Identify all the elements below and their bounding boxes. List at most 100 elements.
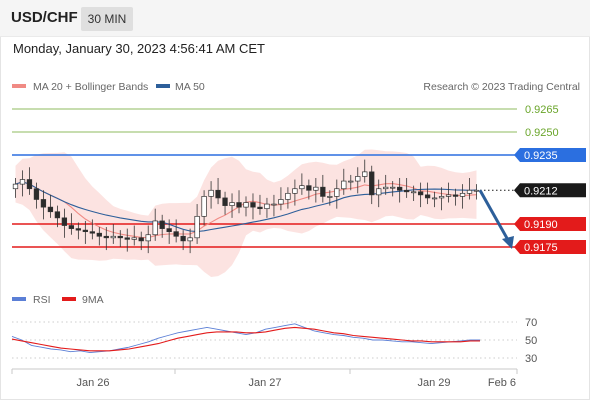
candle [110, 224, 116, 244]
level-tag-last [514, 183, 586, 198]
level-label-target: 0.9250 [525, 127, 559, 139]
candle [292, 179, 298, 206]
x-tick-label: Jan 29 [417, 377, 450, 389]
candle [229, 193, 235, 218]
candle [26, 167, 33, 195]
level-label-last: 0.9212 [524, 185, 558, 197]
candle [334, 179, 340, 209]
x-tick-label: Jan 27 [248, 377, 281, 389]
candle [285, 187, 291, 209]
candle [54, 205, 61, 228]
symbol-title: USD/CHF [11, 9, 78, 26]
candle [180, 230, 186, 251]
candle [417, 182, 424, 208]
legend-ma20-swatch [12, 84, 26, 88]
candle [96, 227, 102, 246]
candle [397, 178, 403, 203]
arrow-shaft [478, 189, 510, 241]
candle [410, 185, 417, 201]
candle [250, 193, 256, 220]
legend-ma50-swatch [156, 84, 170, 88]
candle [313, 178, 319, 203]
candle [376, 179, 382, 208]
rsi-line [11, 323, 480, 354]
candle [320, 174, 326, 203]
candlesticks [12, 159, 480, 254]
candle [222, 191, 228, 215]
x-tick-label: Feb 6 [488, 377, 516, 389]
candle [404, 178, 410, 198]
candle [236, 190, 242, 214]
level-tag-support [514, 217, 586, 231]
candle [466, 178, 473, 200]
candle [341, 168, 347, 195]
candle [459, 184, 466, 209]
candle [424, 182, 431, 205]
rsi-tick-label: 70 [525, 317, 537, 329]
datetime-label: Monday, January 30, 2023 4:56:41 AM CET [13, 41, 265, 56]
candle [445, 182, 452, 203]
legend-ma20-label: MA 20 + Bollinger Bands [33, 81, 148, 93]
candle [19, 170, 26, 197]
candle [348, 174, 354, 191]
level-tag-resistance [514, 148, 586, 162]
candle [103, 227, 109, 251]
candle [208, 181, 214, 209]
candle [82, 220, 88, 244]
level-label-support: 0.9175 [524, 242, 558, 254]
candle [278, 187, 284, 211]
rsi-9ma-line [11, 326, 480, 352]
legend-rsi-label: RSI [33, 294, 51, 306]
candle [243, 196, 249, 217]
candle [306, 179, 312, 200]
forecast-arrow [478, 189, 514, 249]
candle [355, 167, 361, 194]
rsi-tick-label: 50 [525, 335, 537, 347]
candle [40, 190, 47, 220]
rsi-panel: 70 50 30 [11, 317, 537, 365]
candle [264, 197, 270, 218]
candle [12, 178, 19, 198]
x-axis: Jan 26 Jan 27 Jan 29 Feb 6 [11, 369, 518, 389]
candle [187, 228, 193, 254]
candle [438, 187, 445, 211]
level-label-resistance: 0.9235 [524, 150, 558, 162]
candle [271, 194, 277, 217]
candle [452, 188, 459, 206]
candle [61, 208, 68, 238]
candle [327, 190, 333, 206]
candle [194, 204, 200, 244]
candle [117, 230, 123, 247]
price-level-labels: 0.9265 0.9250 0.9235 0.9212 0.9190 0.9175 [514, 104, 586, 254]
candle [33, 182, 40, 209]
level-label-support: 0.9190 [524, 219, 558, 231]
level-tag-support [514, 240, 586, 254]
candle [152, 208, 158, 241]
x-tick-label: Jan 26 [76, 377, 109, 389]
candle [173, 219, 179, 243]
legend-9ma-label: 9MA [82, 294, 104, 306]
credit-text: Research © 2023 Trading Central [423, 81, 580, 93]
level-label-target: 0.9265 [525, 104, 559, 116]
candle [215, 178, 221, 205]
candle [166, 219, 172, 244]
candle [89, 219, 95, 240]
candle [362, 159, 368, 183]
candle [124, 228, 130, 252]
candle [257, 194, 263, 215]
candle [431, 191, 438, 208]
top-bar: USD/CHF 30 MIN [0, 0, 590, 37]
candle [138, 231, 144, 251]
legend-rsi-swatch [12, 297, 26, 301]
candle [145, 225, 151, 254]
candle [68, 213, 75, 235]
candle [369, 165, 375, 205]
candle [159, 214, 165, 238]
candle [383, 174, 389, 195]
candle [47, 194, 54, 218]
candle [75, 222, 82, 240]
candle [390, 181, 396, 197]
interval-button[interactable]: 30 MIN [81, 7, 133, 31]
price-levels [12, 108, 517, 248]
